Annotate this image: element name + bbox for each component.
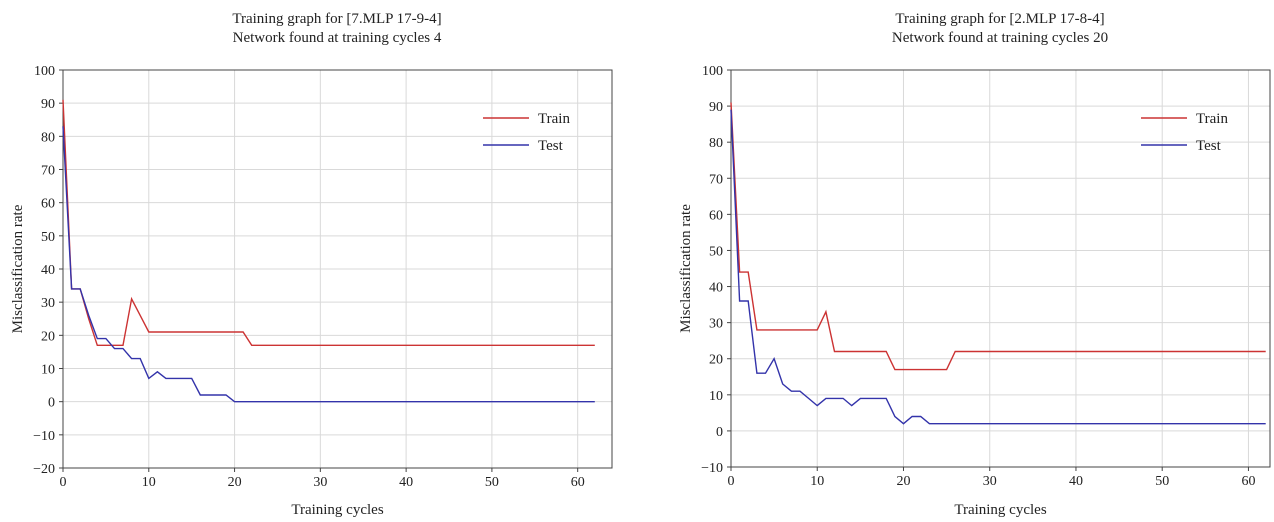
x-tick-label: 50 [485, 475, 499, 490]
chart-right: Training graph for [2.MLP 17-8-4] Network… [660, 0, 1274, 522]
x-tick-label: 0 [60, 475, 67, 490]
y-tick-label: 40 [709, 281, 723, 296]
legend-label-train: Train [538, 111, 570, 127]
y-tick-label: 0 [48, 396, 55, 411]
chart-title: Training graph for [2.MLP 17-8-4] [895, 11, 1104, 27]
y-tick-label: 50 [41, 230, 55, 245]
y-axis-label: Misclassification rate [10, 204, 26, 333]
x-tick-label: 10 [810, 474, 824, 489]
y-tick-label: 60 [41, 197, 55, 212]
x-tick-label: 20 [228, 475, 242, 490]
y-tick-label: 80 [709, 136, 723, 151]
chart-subtitle: Network found at training cycles 20 [892, 30, 1108, 46]
y-tick-label: 70 [709, 172, 723, 187]
y-tick-label: 60 [709, 208, 723, 223]
x-tick-label: 50 [1155, 474, 1169, 489]
x-tick-label: 20 [896, 474, 910, 489]
y-tick-label: 40 [41, 263, 55, 278]
y-tick-label: 30 [709, 317, 723, 332]
x-tick-label: 0 [728, 474, 735, 489]
chart-subtitle: Network found at training cycles 4 [233, 30, 442, 46]
y-tick-label: 70 [41, 164, 55, 179]
x-tick-label: 60 [1241, 474, 1255, 489]
y-tick-label: 100 [702, 64, 723, 79]
y-tick-label: 0 [716, 425, 723, 440]
x-tick-label: 30 [983, 474, 997, 489]
y-tick-label: −10 [701, 461, 723, 476]
x-tick-label: 10 [142, 475, 156, 490]
series-line-train [730, 102, 1266, 371]
chart-left: Training graph for [7.MLP 17-9-4] Network… [0, 0, 620, 522]
y-tick-label: −20 [33, 462, 55, 477]
y-tick-label: 90 [709, 100, 723, 115]
y-tick-label: 80 [41, 130, 55, 145]
chart-title: Training graph for [7.MLP 17-9-4] [232, 11, 441, 27]
chart-svg: Training graph for [7.MLP 17-9-4] Network… [10, 11, 613, 518]
y-tick-label: −10 [33, 429, 55, 444]
series-line-test [730, 109, 1266, 425]
x-tick-label: 30 [313, 475, 327, 490]
grid-lines [63, 70, 612, 468]
y-tick-label: 10 [709, 389, 723, 404]
y-tick-label: 20 [709, 353, 723, 368]
series-line-train [62, 99, 595, 346]
x-tick-label: 60 [571, 475, 585, 490]
x-tick-label: 40 [399, 475, 413, 490]
legend-label-test: Test [1196, 138, 1222, 154]
y-tick-label: 100 [34, 64, 55, 79]
y-tick-label: 20 [41, 329, 55, 344]
grid-lines [731, 70, 1270, 467]
y-axis-label: Misclassification rate [678, 204, 694, 333]
plot-frame [730, 69, 1271, 468]
y-tick-label: 10 [41, 363, 55, 378]
y-tick-label: 30 [41, 296, 55, 311]
y-tick-label: 90 [41, 97, 55, 112]
x-axis-label: Training cycles [291, 502, 384, 517]
x-axis-label: Training cycles [954, 502, 1047, 517]
chart-svg: Training graph for [2.MLP 17-8-4] Network… [678, 11, 1271, 518]
y-tick-label: 50 [709, 244, 723, 259]
legend-label-test: Test [538, 138, 564, 154]
series-line-test [62, 126, 595, 403]
x-tick-label: 40 [1069, 474, 1083, 489]
legend-label-train: Train [1196, 111, 1228, 127]
